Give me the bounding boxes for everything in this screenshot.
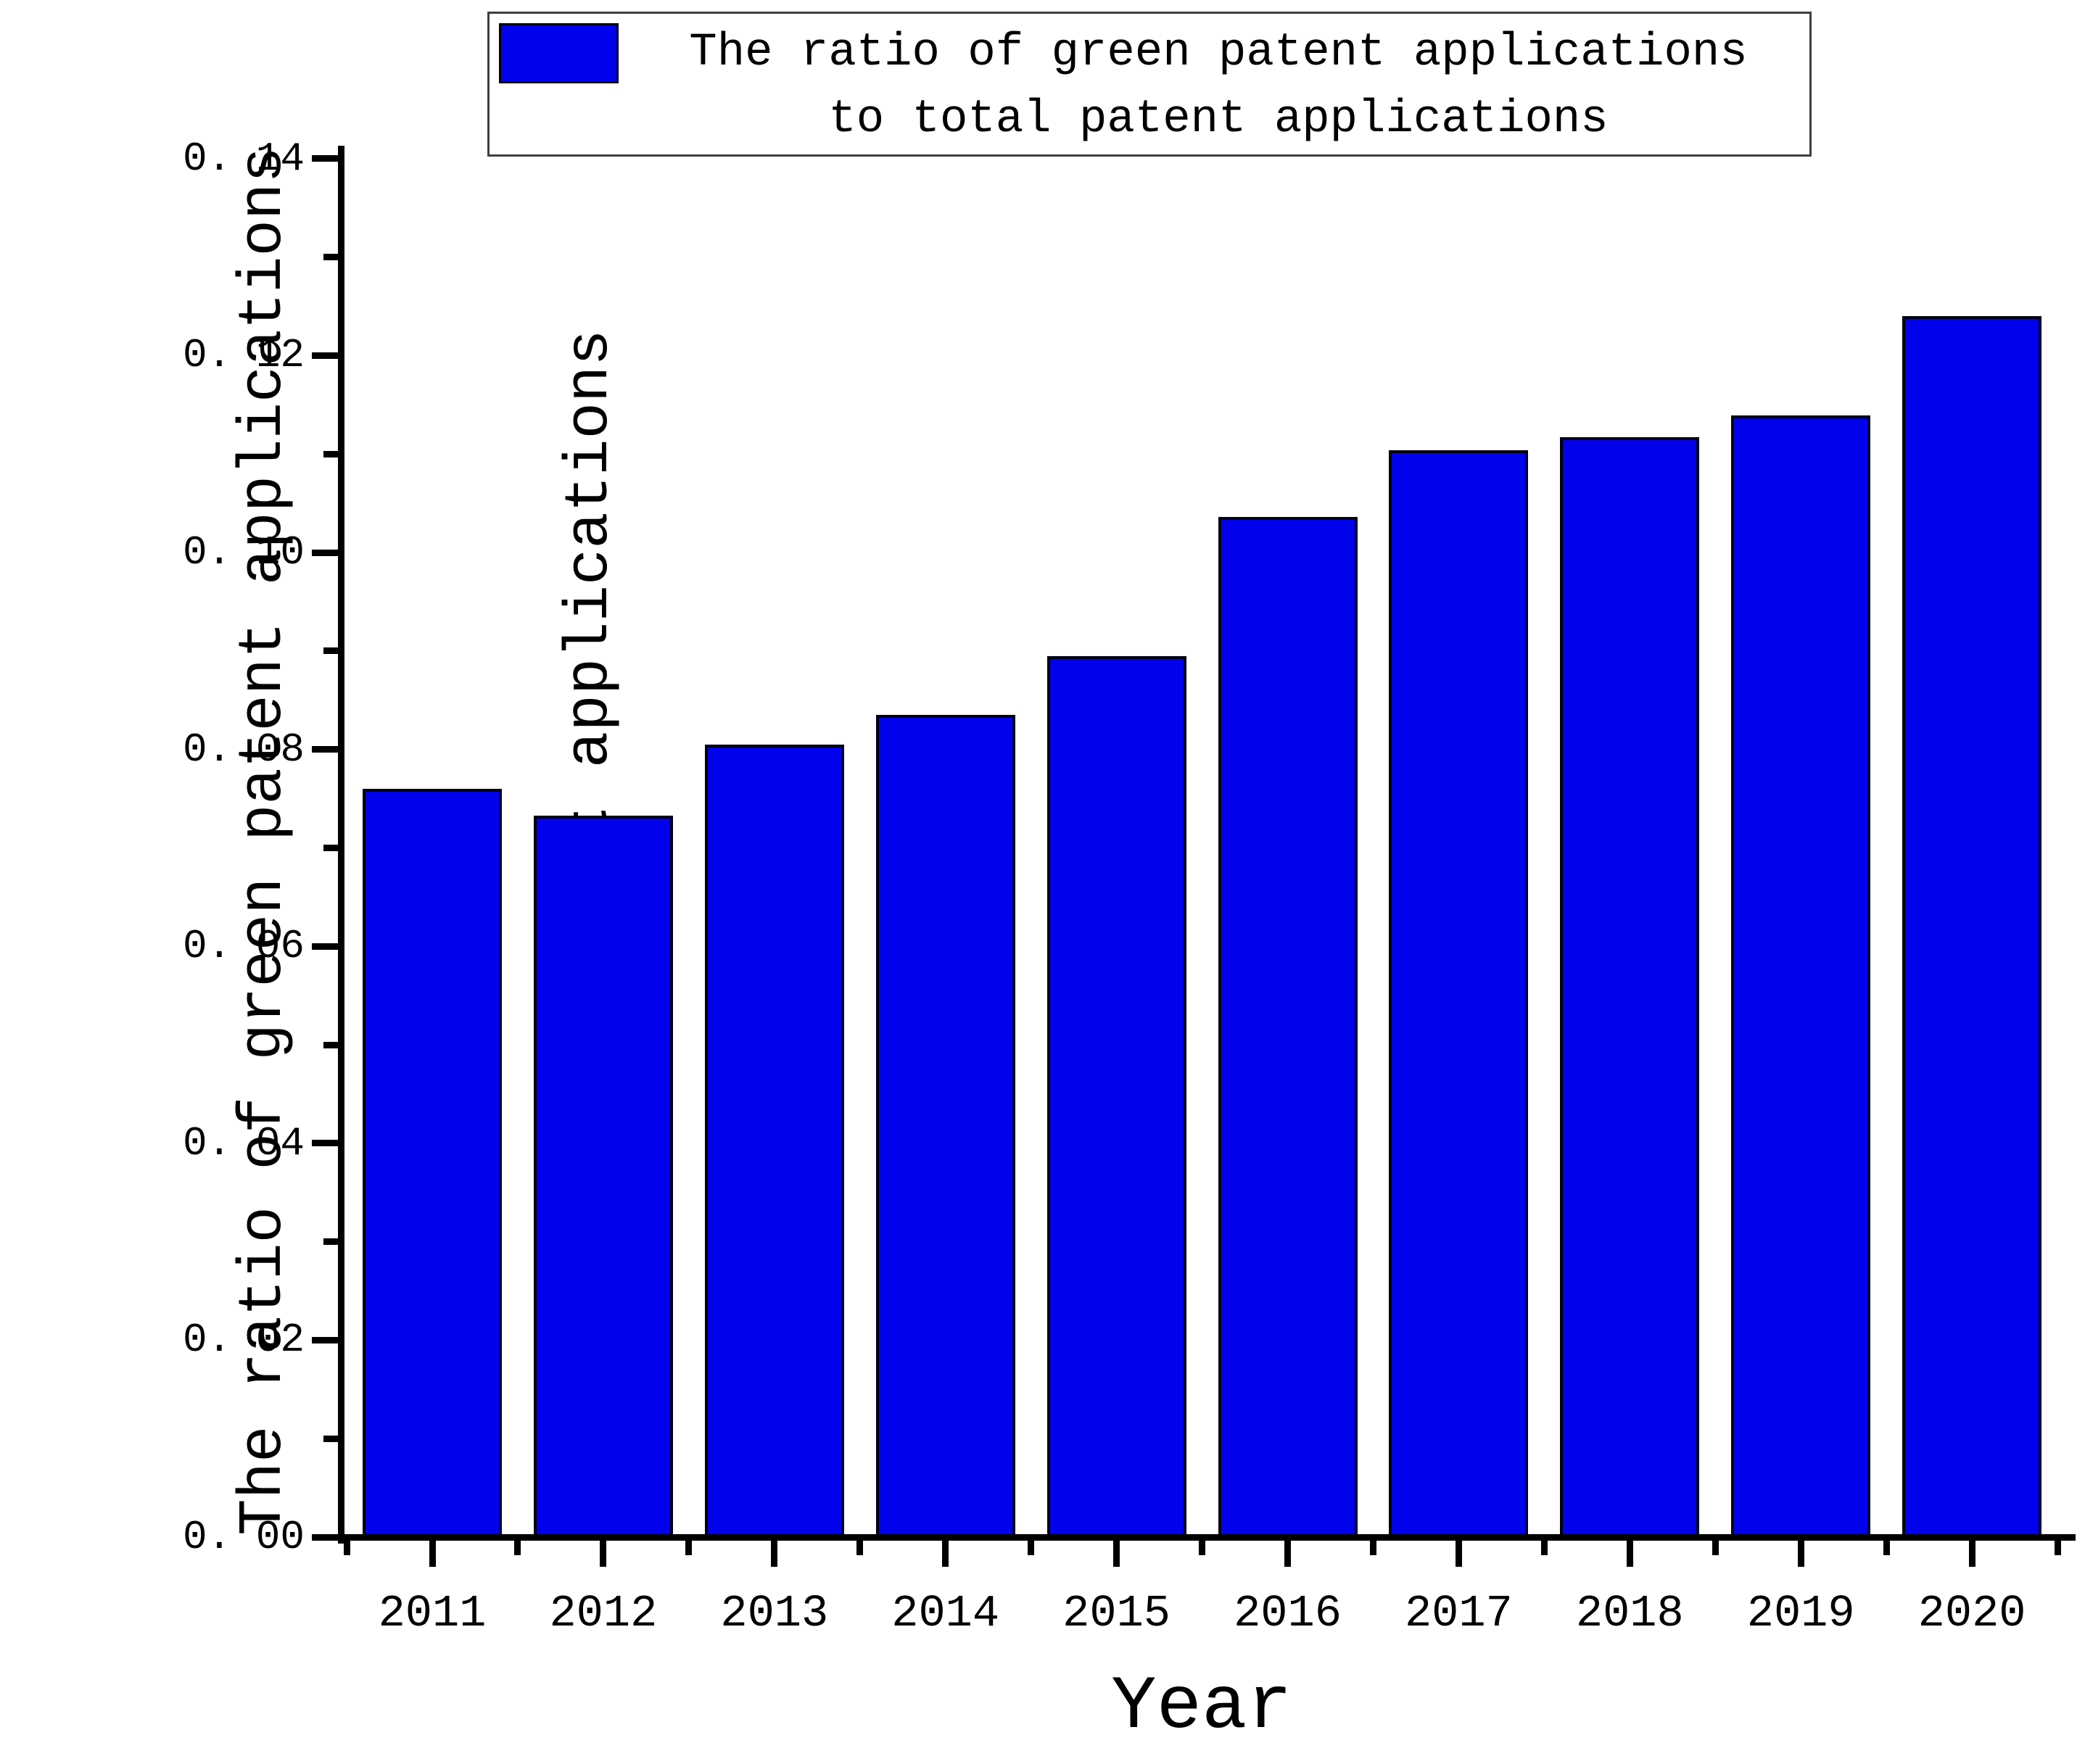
y-tick-label: 0. 08 <box>182 726 305 773</box>
y-major-tick <box>312 746 338 753</box>
x-minor-tick <box>1199 1541 1206 1555</box>
y-minor-tick <box>323 1041 338 1048</box>
y-axis-title: The ratio of green patent applications t… <box>0 44 625 1639</box>
x-minor-tick <box>1369 1541 1376 1555</box>
y-minor-tick <box>323 450 338 457</box>
y-minor-tick <box>323 254 338 261</box>
x-major-tick <box>429 1541 436 1567</box>
x-minor-tick <box>514 1541 521 1555</box>
x-major-tick <box>600 1541 607 1567</box>
y-tick-label: 0. 06 <box>182 923 305 970</box>
y-major-tick <box>312 1533 338 1541</box>
legend-label-line1: The ratio of green patent applications <box>689 27 1748 79</box>
y-minor-tick <box>323 844 338 851</box>
x-minor-tick <box>343 1541 350 1555</box>
y-tick-label: 0. 14 <box>182 135 305 182</box>
y-major-tick <box>312 943 338 950</box>
x-axis-line <box>335 1534 2076 1541</box>
y-minor-tick <box>323 1435 338 1442</box>
bar-2011 <box>363 788 502 1540</box>
x-major-tick <box>771 1541 778 1567</box>
y-axis-line <box>338 145 344 1544</box>
y-tick-label: 0. 00 <box>182 1514 305 1560</box>
y-tick-label: 0. 04 <box>182 1119 305 1167</box>
y-tick-label: 0. 10 <box>182 529 305 576</box>
x-major-tick <box>1968 1541 1975 1567</box>
x-tick-label: 2011 <box>378 1588 487 1639</box>
y-major-tick <box>312 549 338 556</box>
bar-2018 <box>1560 437 1700 1540</box>
x-tick-label: 2014 <box>891 1588 1000 1639</box>
x-tick-label: 2016 <box>1234 1588 1342 1639</box>
x-minor-tick <box>1712 1541 1719 1555</box>
y-major-tick <box>312 1336 338 1343</box>
bar-2015 <box>1046 655 1186 1540</box>
x-major-tick <box>1797 1541 1804 1567</box>
legend-color-swatch <box>499 23 619 83</box>
x-tick-label: 2013 <box>720 1588 829 1639</box>
bar-2016 <box>1218 517 1358 1540</box>
x-minor-tick <box>1883 1541 1890 1555</box>
x-major-tick <box>1284 1541 1291 1567</box>
bar-2017 <box>1389 450 1529 1540</box>
bar-2019 <box>1731 415 1871 1540</box>
y-axis-title-line1: The ratio of green patent applications <box>230 146 299 1536</box>
y-minor-tick <box>323 1238 338 1246</box>
x-major-tick <box>1455 1541 1462 1567</box>
x-tick-label: 2018 <box>1575 1588 1684 1639</box>
y-major-tick <box>312 1140 338 1147</box>
x-major-tick <box>1113 1541 1120 1567</box>
x-minor-tick <box>856 1541 864 1555</box>
x-tick-label: 2019 <box>1746 1588 1855 1639</box>
y-major-tick <box>312 155 338 162</box>
legend-label-line2: to total patent applications <box>828 94 1609 146</box>
y-tick-label: 0. 02 <box>182 1317 305 1364</box>
x-tick-label: 2017 <box>1404 1588 1513 1639</box>
legend: The ratio of green patent applications t… <box>487 12 1812 157</box>
bar-2012 <box>533 815 673 1540</box>
x-tick-label: 2012 <box>549 1588 658 1639</box>
bar-2014 <box>875 715 1015 1540</box>
y-minor-tick <box>323 647 338 655</box>
bar-2020 <box>1902 316 2042 1540</box>
x-minor-tick <box>2054 1541 2061 1555</box>
x-minor-tick <box>1540 1541 1548 1555</box>
x-tick-label: 2020 <box>1917 1588 2026 1639</box>
x-minor-tick <box>1028 1541 1035 1555</box>
x-major-tick <box>942 1541 949 1567</box>
legend-label: The ratio of green patent applications t… <box>635 14 1802 159</box>
y-tick-label: 0. 12 <box>182 332 305 379</box>
x-axis-title: Year <box>1111 1665 1292 1750</box>
y-major-tick <box>312 352 338 359</box>
bar-2013 <box>704 744 844 1540</box>
x-minor-tick <box>685 1541 693 1555</box>
x-major-tick <box>1626 1541 1633 1567</box>
x-tick-label: 2015 <box>1062 1588 1171 1639</box>
